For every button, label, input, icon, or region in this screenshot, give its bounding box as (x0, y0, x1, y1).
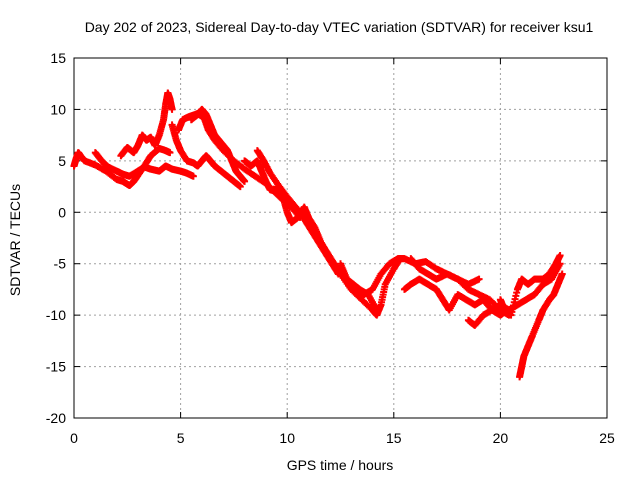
x-tick-label: 15 (386, 430, 402, 446)
x-axis-label: GPS time / hours (287, 457, 394, 473)
chart-title: Day 202 of 2023, Sidereal Day-to-day VTE… (85, 19, 594, 35)
y-tick-label: -20 (46, 410, 66, 426)
data-point-marker (236, 183, 244, 191)
series-trace-o (516, 270, 566, 381)
plot-frame (73, 57, 608, 419)
x-tick-label: 10 (279, 430, 295, 446)
data-point-marker (189, 172, 197, 180)
data-points (70, 89, 566, 381)
series-trace-c (117, 89, 176, 160)
series-trace-f (187, 105, 249, 185)
series-trace-n (496, 251, 564, 319)
data-point-marker (166, 149, 174, 157)
x-tick-label: 0 (70, 430, 78, 446)
y-tick-label: 5 (58, 153, 66, 169)
data-point-marker (373, 306, 381, 314)
y-tick-label: -10 (46, 307, 66, 323)
y-tick-label: -5 (54, 256, 67, 272)
series-trace-a (70, 145, 174, 190)
y-tick-label: 15 (50, 50, 66, 66)
data-point-marker (556, 251, 564, 259)
x-tick-label: 20 (493, 430, 509, 446)
y-axis-label: SDTVAR / TECUs (7, 184, 23, 296)
y-tick-label: 0 (58, 204, 66, 220)
series-trace-h (253, 147, 404, 319)
data-point-marker (168, 105, 176, 113)
series-trace-b (91, 149, 197, 180)
grid-lines (74, 58, 607, 418)
y-tick-label: 10 (50, 101, 66, 117)
y-tick-label: -15 (46, 359, 66, 375)
series-trace-d (168, 121, 244, 191)
data-point-marker (475, 275, 483, 283)
data-point-marker (558, 270, 566, 278)
axis-ticks: 0 5 10 15 20 25 -20 -15 -10 -5 0 5 10 15 (46, 50, 615, 446)
x-tick-label: 5 (177, 430, 185, 446)
data-point-marker (241, 177, 249, 185)
x-tick-label: 25 (599, 430, 615, 446)
